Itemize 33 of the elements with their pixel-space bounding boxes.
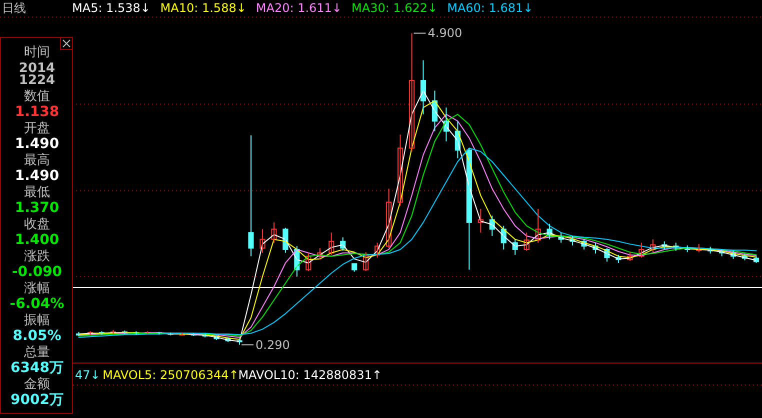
text: 47↓ bbox=[75, 368, 100, 382]
text: -6.04% bbox=[10, 296, 64, 312]
text: 1.400 bbox=[14, 232, 60, 248]
text: 金额 bbox=[24, 377, 50, 392]
text: 数值 bbox=[24, 89, 50, 104]
text: 日线 bbox=[2, 1, 26, 15]
text: 涨跌 bbox=[24, 249, 50, 264]
text: 1224 bbox=[18, 73, 56, 88]
text: 1.490 bbox=[14, 136, 60, 152]
text: 6348万 bbox=[10, 360, 64, 376]
text: 总量 bbox=[23, 345, 50, 360]
text: 振幅 bbox=[24, 313, 50, 328]
text: MA60: 1.681↓ bbox=[447, 1, 534, 15]
text: 9002万 bbox=[10, 392, 64, 408]
text: 涨幅 bbox=[24, 281, 50, 296]
text: MA10: 1.588↓ bbox=[160, 1, 246, 15]
text: MAVOL5: 250706344↑ bbox=[102, 368, 239, 382]
text: -0.090 bbox=[12, 264, 62, 280]
text: 8.05% bbox=[12, 328, 62, 344]
text: 开盘 bbox=[24, 121, 50, 136]
text: 最低 bbox=[24, 185, 50, 200]
text: 收盘 bbox=[24, 217, 50, 232]
text: 最高 bbox=[24, 152, 50, 168]
text: MA5: 1.538↓ bbox=[72, 1, 150, 15]
text: 1.138 bbox=[14, 104, 60, 120]
text: MA30: 1.622↓ bbox=[352, 1, 438, 15]
text: 1.370 bbox=[14, 200, 60, 216]
annotation: 4.900 bbox=[428, 26, 462, 40]
text: 1.490 bbox=[14, 168, 60, 184]
text: 时间 bbox=[24, 45, 50, 60]
annotation: 0.290 bbox=[256, 338, 290, 352]
text: MA20: 1.611↓ bbox=[256, 1, 342, 15]
text: MAVOL10: 142880831↑ bbox=[238, 368, 382, 382]
